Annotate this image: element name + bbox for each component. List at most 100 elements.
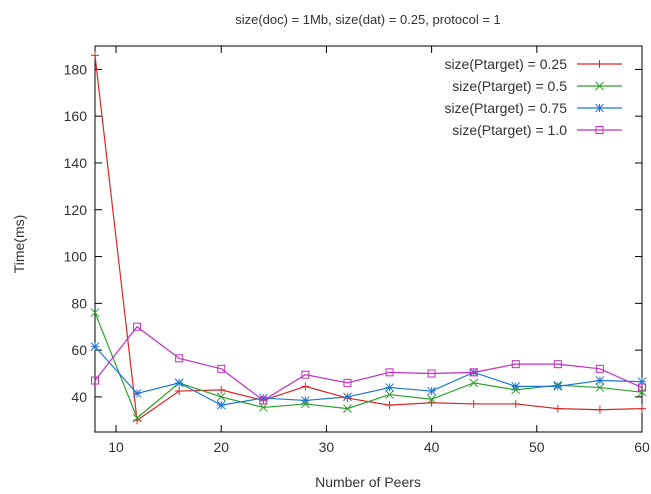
series-size-ptarget-0-75-line xyxy=(94,346,643,406)
x-tick-label: 20 xyxy=(213,439,229,455)
series-size-ptarget-0-75-point xyxy=(90,342,100,351)
legend-entry-size-ptarget-1-0-label: size(Ptarget) = 1.0 xyxy=(452,122,567,138)
series-size-ptarget-1-0-point xyxy=(427,369,436,378)
series-size-ptarget-1-0-point xyxy=(469,368,478,377)
series-size-ptarget-1-0-point xyxy=(385,368,394,377)
axis-ticks: 10 20 30 40 50 60 40 60 80 100 120 140 160 180 xyxy=(64,46,650,455)
series-size-ptarget-0-5-point xyxy=(90,308,100,318)
series-size-ptarget-0-75-point xyxy=(258,393,268,403)
series-size-ptarget-0-5-line xyxy=(94,312,643,419)
y-tick-label: 100 xyxy=(64,249,88,265)
series-size-ptarget-0-5-point xyxy=(637,387,647,397)
legend-entry-size-ptarget-1-0: size(Ptarget) = 1.0 xyxy=(452,122,622,138)
series-size-ptarget-1-0-point xyxy=(301,370,310,379)
series-size-ptarget-1-0-point xyxy=(259,396,268,405)
y-tick-label: 140 xyxy=(64,155,88,171)
series-size-ptarget-0-5-point xyxy=(343,404,352,413)
plot-area-border xyxy=(94,45,643,433)
series-layer xyxy=(90,51,647,425)
series-size-ptarget-0-5-point xyxy=(385,390,394,399)
series-size-ptarget-0-75-point xyxy=(301,396,310,405)
series-size-ptarget-0-75-point xyxy=(343,392,352,402)
legend-entry-size-ptarget-0-25-marker xyxy=(595,60,604,68)
series-size-ptarget-0-5-point xyxy=(216,392,226,402)
series-size-ptarget-0-25-point xyxy=(217,385,226,394)
y-tick-label: 180 xyxy=(64,61,88,77)
series-size-ptarget-0-75-point xyxy=(637,377,647,387)
series-size-ptarget-1-0-point xyxy=(427,369,436,378)
legend-entry-size-ptarget-0-25-marker xyxy=(595,60,604,68)
y-axis-label: Time(ms) xyxy=(11,215,27,274)
series-size-ptarget-0-25-point xyxy=(511,399,520,408)
x-tick-label: 30 xyxy=(319,439,335,455)
series-size-ptarget-0-25-point xyxy=(469,399,478,408)
x-tick-label: 40 xyxy=(424,439,440,455)
series-size-ptarget-0-5-point xyxy=(132,413,142,423)
x-tick-label: 50 xyxy=(529,439,545,455)
series-size-ptarget-0-5-point xyxy=(637,387,647,397)
series-size-ptarget-0-75-point xyxy=(216,400,226,410)
series-size-ptarget-0-75 xyxy=(90,342,647,410)
legend-entry-size-ptarget-0-5-marker xyxy=(595,81,604,91)
series-size-ptarget-0-75-point xyxy=(343,392,352,402)
series-size-ptarget-0-25-point xyxy=(301,382,310,391)
series-size-ptarget-1-0-point xyxy=(91,376,99,385)
series-size-ptarget-0-75-point xyxy=(132,389,142,398)
series-size-ptarget-0-25-point xyxy=(427,398,436,407)
series-size-ptarget-1-0-point xyxy=(385,368,394,377)
series-size-ptarget-1-0-point xyxy=(217,364,226,373)
series-size-ptarget-0-75-point xyxy=(553,382,563,391)
series-size-ptarget-0-25-point xyxy=(217,385,226,394)
series-size-ptarget-0-5-point xyxy=(90,308,100,318)
y-tick-label: 60 xyxy=(71,342,87,358)
legend-entry-size-ptarget-0-75-marker xyxy=(595,103,604,113)
legend-entry-size-ptarget-0-75-label: size(Ptarget) = 0.75 xyxy=(444,100,567,116)
series-size-ptarget-0-75-point xyxy=(595,376,605,385)
series-size-ptarget-0-25-point xyxy=(385,401,394,410)
series-size-ptarget-0-75-point xyxy=(637,377,647,387)
series-size-ptarget-0-75-point xyxy=(132,389,142,398)
series-size-ptarget-1-0-point xyxy=(638,383,646,392)
series-size-ptarget-0-5-point xyxy=(427,394,436,404)
y-tick-label: 160 xyxy=(64,108,88,124)
y-tick-label: 40 xyxy=(71,389,87,405)
y-tick-label: 120 xyxy=(64,202,88,218)
series-size-ptarget-1-0-point xyxy=(175,354,184,363)
series-size-ptarget-0-75-point xyxy=(511,382,521,391)
legend-entry-size-ptarget-0-75: size(Ptarget) = 0.75 xyxy=(444,100,622,116)
series-size-ptarget-0-75-point xyxy=(595,376,605,385)
series-size-ptarget-0-25-point xyxy=(511,399,520,408)
series-size-ptarget-0-75-point xyxy=(90,342,100,351)
series-size-ptarget-1-0-point xyxy=(553,360,562,369)
legend-entry-size-ptarget-0-5-label: size(Ptarget) = 0.5 xyxy=(452,78,567,94)
legend-entry-size-ptarget-0-5: size(Ptarget) = 0.5 xyxy=(452,78,622,94)
series-size-ptarget-0-5-point xyxy=(343,404,352,413)
series-size-ptarget-0-5-point xyxy=(469,378,479,388)
series-size-ptarget-1-0-point xyxy=(175,354,184,363)
series-size-ptarget-0-25-point xyxy=(175,387,184,396)
series-size-ptarget-0-25-point xyxy=(638,404,646,413)
legend-entry-size-ptarget-0-5-marker xyxy=(595,81,604,91)
series-size-ptarget-0-25-point xyxy=(553,404,562,413)
series-size-ptarget-1-0-point xyxy=(343,378,352,387)
series-size-ptarget-0-25-point xyxy=(553,404,562,413)
series-size-ptarget-0-25-point xyxy=(175,387,184,396)
series-size-ptarget-0-5-point xyxy=(258,403,268,412)
series-size-ptarget-0-25-point xyxy=(427,398,436,407)
series-size-ptarget-1-0-line xyxy=(94,325,643,402)
series-size-ptarget-0-75-point xyxy=(174,378,184,388)
series-size-ptarget-0-25-point xyxy=(638,404,646,413)
series-size-ptarget-1-0-point xyxy=(217,364,226,373)
series-size-ptarget-0-5-point xyxy=(595,383,605,392)
series-size-ptarget-0-75-point xyxy=(258,393,268,403)
series-size-ptarget-0-25-point xyxy=(385,401,394,410)
series-size-ptarget-1-0-point xyxy=(638,383,646,392)
series-size-ptarget-1-0 xyxy=(91,322,646,405)
legend-entry-size-ptarget-0-25-label: size(Ptarget) = 0.25 xyxy=(444,56,567,72)
legend-entry-size-ptarget-0-25: size(Ptarget) = 0.25 xyxy=(444,56,622,72)
series-size-ptarget-1-0-point xyxy=(511,360,520,369)
legend-entry-size-ptarget-1-0-marker xyxy=(595,126,604,134)
series-size-ptarget-1-0-point xyxy=(343,378,352,387)
series-size-ptarget-0-75-point xyxy=(427,386,436,396)
